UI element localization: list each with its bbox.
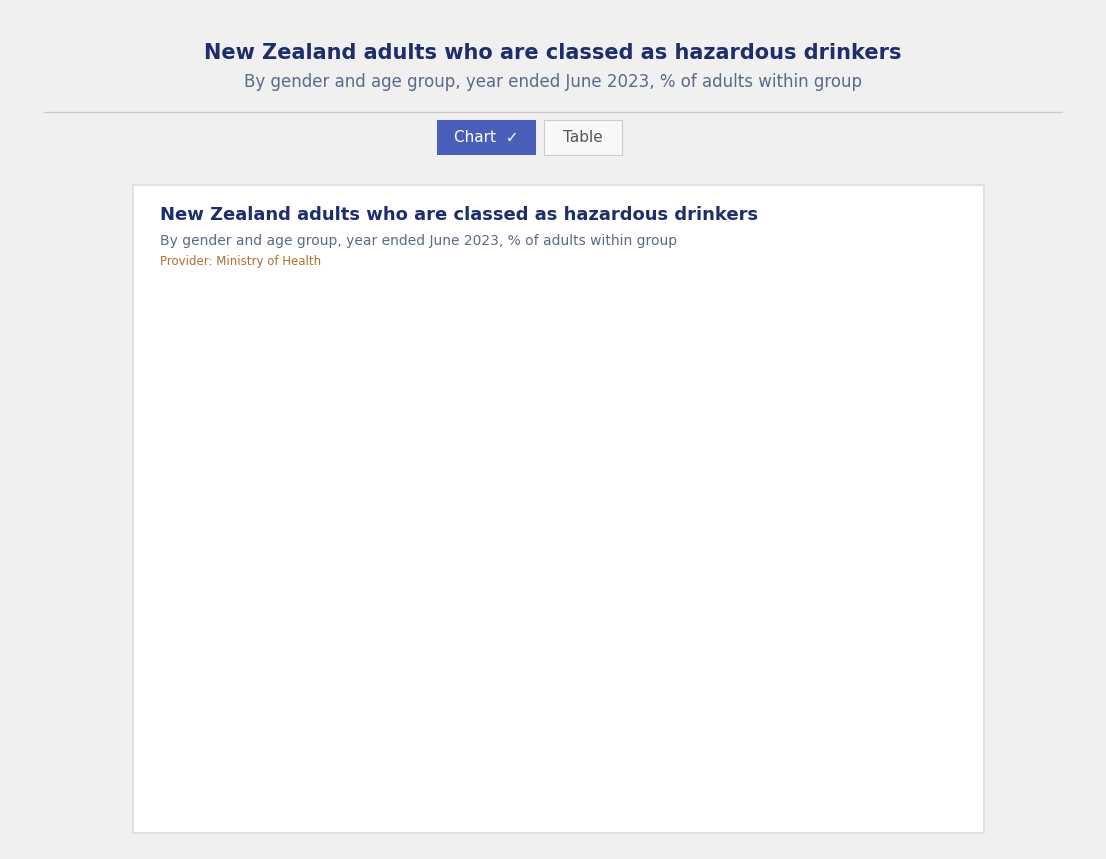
- Bar: [796, 741, 828, 769]
- Bar: [706, 691, 738, 769]
- Bar: [523, 624, 554, 769]
- Text: Chart  ✓: Chart ✓: [455, 130, 519, 145]
- Bar: [491, 423, 523, 769]
- Text: Provider: Ministry of Health: Provider: Ministry of Health: [160, 255, 322, 268]
- Text: Table: Table: [563, 130, 603, 145]
- Text: New Zealand adults who are classed as hazardous drinkers: New Zealand adults who are classed as ha…: [205, 43, 901, 64]
- X-axis label: Age group: Age group: [480, 800, 565, 818]
- Bar: [249, 533, 281, 769]
- Text: figure.nz: figure.nz: [880, 206, 972, 223]
- Bar: [340, 608, 372, 769]
- Text: By gender and age group, year ended June 2023, % of adults within group: By gender and age group, year ended June…: [244, 73, 862, 90]
- Bar: [399, 465, 431, 769]
- Bar: [614, 629, 646, 769]
- Bar: [431, 604, 463, 769]
- Text: New Zealand adults who are classed as hazardous drinkers: New Zealand adults who are classed as ha…: [160, 206, 759, 224]
- Bar: [582, 469, 614, 769]
- Bar: [217, 505, 249, 769]
- Legend: Men, Women: Men, Women: [877, 259, 959, 295]
- Text: By gender and age group, year ended June 2023, % of adults within group: By gender and age group, year ended June…: [160, 234, 678, 247]
- Bar: [674, 539, 706, 769]
- Bar: [307, 333, 340, 769]
- Bar: [764, 685, 796, 769]
